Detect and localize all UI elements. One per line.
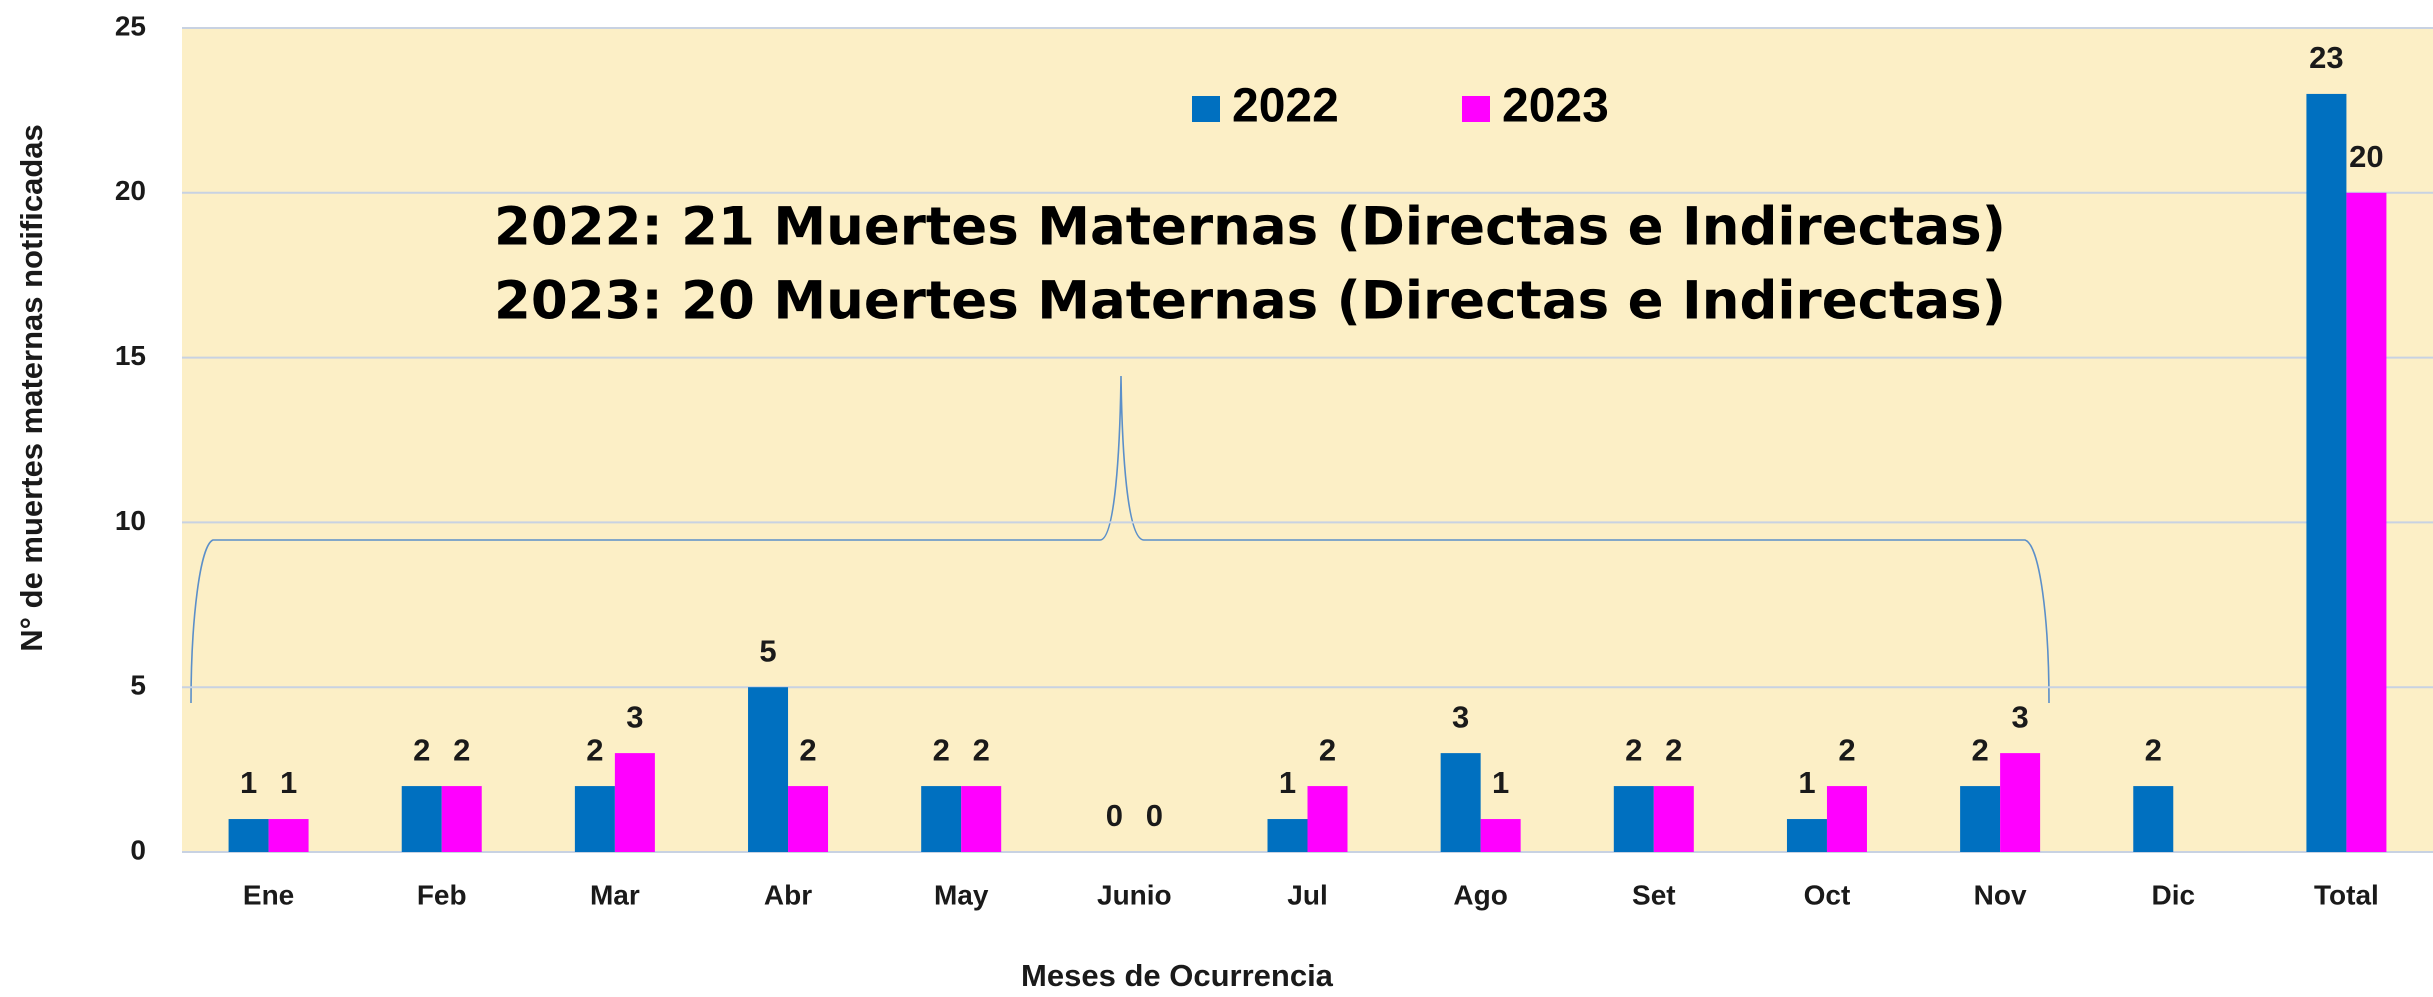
- bar: [961, 786, 1002, 852]
- value-label: 1: [280, 765, 297, 800]
- bar: [1307, 786, 1348, 852]
- y-tick-label: 10: [115, 505, 146, 536]
- x-tick-label: Nov: [1974, 879, 2027, 910]
- value-label: 3: [1452, 699, 1469, 734]
- bar: [1613, 786, 1654, 852]
- legend-label: 2022: [1232, 80, 1339, 133]
- x-tick-label: Mar: [590, 879, 640, 910]
- bar: [1480, 819, 1521, 852]
- x-tick-label: Dic: [2151, 879, 2195, 910]
- value-label: 2: [1319, 732, 1336, 767]
- bar: [574, 786, 615, 852]
- bar: [1653, 786, 1694, 852]
- x-tick-label: Abr: [764, 879, 812, 910]
- bar: [748, 687, 789, 852]
- y-tick-label: 20: [115, 175, 146, 206]
- value-label: 2: [1971, 732, 1988, 767]
- y-tick-label: 0: [130, 834, 146, 865]
- brace: [190, 375, 2050, 704]
- bar: [2306, 93, 2347, 853]
- bar: [1826, 786, 1867, 852]
- value-label: 1: [240, 765, 257, 800]
- bar: [1440, 753, 1481, 852]
- annotation: 2022: 21 Muertes Maternas (Directas e In…: [494, 197, 2006, 258]
- value-label: 2: [799, 732, 816, 767]
- legend-swatch: [1462, 96, 1490, 122]
- bar: [401, 786, 442, 852]
- value-label: 2: [413, 732, 430, 767]
- bar: [1267, 819, 1308, 852]
- x-tick-label: May: [934, 879, 989, 910]
- x-axis-title: Meses de Ocurrencia: [1021, 958, 1334, 993]
- value-label: 5: [759, 633, 776, 668]
- annotation: 2023: 20 Muertes Maternas (Directas e In…: [494, 271, 2006, 332]
- x-tick-label: Feb: [417, 879, 467, 910]
- plot-area: [182, 28, 2433, 852]
- value-label: 2: [453, 732, 470, 767]
- value-label: 2: [1665, 732, 1682, 767]
- value-label: 2: [973, 732, 990, 767]
- value-label: 1: [1798, 765, 1815, 800]
- value-label: 2: [2145, 732, 2162, 767]
- value-label: 20: [2349, 139, 2383, 174]
- bar: [268, 819, 309, 852]
- x-tick-label: Ene: [243, 879, 294, 910]
- legend-label: 2023: [1502, 80, 1609, 133]
- bar: [2133, 786, 2174, 852]
- value-label: 2: [933, 732, 950, 767]
- x-tick-label: Junio: [1097, 879, 1172, 910]
- bar: [614, 753, 655, 852]
- x-tick-label: Ago: [1453, 879, 1507, 910]
- bar: [921, 786, 962, 852]
- value-label: 3: [626, 699, 643, 734]
- x-tick-label: Jul: [1287, 879, 1327, 910]
- value-label: 2: [1838, 732, 1855, 767]
- bar: [788, 786, 829, 852]
- x-tick-label: Set: [1632, 879, 1676, 910]
- value-label: 1: [1492, 765, 1509, 800]
- value-label: 2: [586, 732, 603, 767]
- y-tick-label: 25: [115, 10, 146, 41]
- bar: [441, 786, 482, 852]
- bar: [2000, 753, 2041, 852]
- value-label: 0: [1146, 798, 1163, 833]
- bar: [228, 819, 269, 852]
- value-label: 3: [2011, 699, 2028, 734]
- y-tick-label: 5: [130, 670, 146, 701]
- x-tick-label: Oct: [1804, 879, 1851, 910]
- value-label: 23: [2309, 40, 2343, 75]
- y-axis-title: N° de muertes maternas notificadas: [14, 124, 49, 652]
- bar: [1960, 786, 2001, 852]
- x-tick-label: Total: [2314, 879, 2379, 910]
- value-label: 2: [1625, 732, 1642, 767]
- value-label: 1: [1279, 765, 1296, 800]
- y-tick-label: 15: [115, 340, 146, 371]
- bar: [1786, 819, 1827, 852]
- legend-swatch: [1192, 96, 1220, 122]
- bar: [2346, 192, 2387, 853]
- value-label: 0: [1106, 798, 1123, 833]
